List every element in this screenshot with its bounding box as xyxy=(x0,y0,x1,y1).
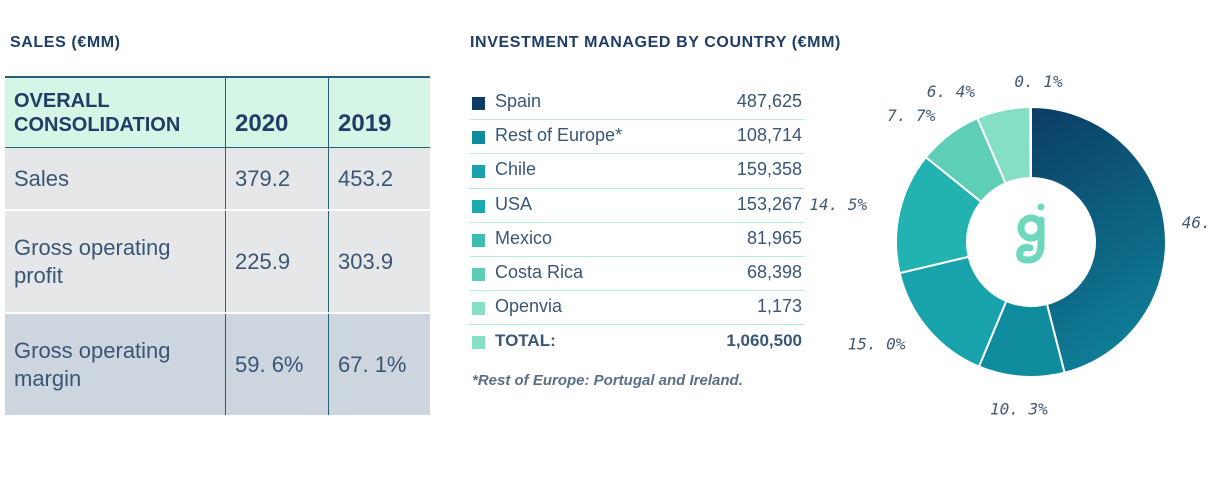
slice-label: 10. 3% xyxy=(990,400,1048,419)
logo-dot xyxy=(1037,203,1045,211)
slice-label: 14. 5% xyxy=(809,195,867,214)
slice-label: 15. 0% xyxy=(848,334,906,353)
donut-chart: 46. 0% 10. 3% 15. 0% 14. 5% 7. 7% 6. 4% 0. 1% xyxy=(809,72,1216,418)
donut-labels: 46. 0% 10. 3% 15. 0% 14. 5% 7. 7% 6. 4% 0. 1% xyxy=(809,72,1216,418)
legend-swatch xyxy=(472,302,485,316)
legend-item: Openvia 1,173 xyxy=(469,291,805,326)
value-2019: 453.2 xyxy=(328,148,430,209)
legend-country: Chile xyxy=(495,159,537,180)
sales-title: SALES (€MM) xyxy=(10,34,121,51)
header-year-2020: 2020 xyxy=(225,78,328,147)
value-2019: 67. 1% xyxy=(328,314,430,415)
legend-value: 81,965 xyxy=(746,227,802,248)
legend-swatch xyxy=(472,165,485,179)
slice-label: 6. 4% xyxy=(927,82,976,101)
table-row: Sales 379.2 453.2 xyxy=(5,148,430,211)
value-2020: 225.9 xyxy=(225,211,328,312)
legend-country: Rest of Europe* xyxy=(495,125,623,146)
legend-value: 1,173 xyxy=(756,296,802,317)
slice-label: 7. 7% xyxy=(887,106,936,125)
row-label: Sales xyxy=(14,165,70,191)
legend-value: 153,267 xyxy=(736,193,802,214)
legend-item: Spain 487,625 xyxy=(469,86,805,121)
table-row: Gross operating margin 59. 6% 67. 1% xyxy=(5,314,430,415)
legend-swatch xyxy=(472,233,485,247)
legend-item: Costa Rica 68,398 xyxy=(469,257,805,292)
header-label: OVERALL CONSOLIDATION xyxy=(14,89,181,136)
legend-country: Openvia xyxy=(495,296,563,317)
value-2019: 303.9 xyxy=(328,211,430,312)
sales-table-header: OVERALL CONSOLIDATION 2020 2019 xyxy=(5,78,430,148)
legend-swatch xyxy=(472,97,485,110)
legend-item: USA 153,267 xyxy=(469,189,805,223)
legend-swatch xyxy=(472,131,485,145)
investment-title: INVESTMENT MANAGED BY COUNTRY (€MM) xyxy=(470,34,841,51)
row-label: Gross operating profit xyxy=(14,234,171,288)
legend-item: Mexico 81,965 xyxy=(469,223,805,257)
legend-value: 68,398 xyxy=(746,261,802,282)
donut-slice xyxy=(1030,105,1167,374)
legend-country: Mexico xyxy=(495,227,553,248)
total-value: 1,060,500 xyxy=(726,331,802,351)
donut-slice xyxy=(1029,105,1032,180)
logo-tail xyxy=(1016,216,1045,264)
header-year-2019: 2019 xyxy=(328,78,430,147)
legend-total: TOTAL: 1,060,500 xyxy=(469,325,805,359)
donut-slices xyxy=(895,105,1167,378)
footnote: *Rest of Europe: Portugal and Ireland. xyxy=(472,372,743,389)
slice-label: 0. 1% xyxy=(1014,72,1063,91)
legend-value: 487,625 xyxy=(736,91,802,111)
legend-country: USA xyxy=(495,193,533,214)
legend-value: 159,358 xyxy=(736,159,802,180)
sales-table: OVERALL CONSOLIDATION 2020 2019 Sales 37… xyxy=(5,76,430,415)
legend-item: Chile 159,358 xyxy=(469,154,805,189)
investment-legend: Spain 487,625 Rest of Europe* 108,714 Ch… xyxy=(469,86,805,360)
legend-country: Spain xyxy=(495,91,542,111)
center-logo-icon xyxy=(1016,203,1045,264)
legend-value: 108,714 xyxy=(736,125,802,146)
total-label: TOTAL: xyxy=(495,331,556,351)
legend-country: Costa Rica xyxy=(495,261,584,282)
slice-label: 46. 0% xyxy=(1182,213,1216,232)
table-row: Gross operating profit 225.9 303.9 xyxy=(5,211,430,314)
legend-swatch xyxy=(472,267,485,281)
value-2020: 379.2 xyxy=(225,148,328,209)
row-label: Gross operating margin xyxy=(14,337,171,391)
legend-swatch xyxy=(472,199,485,213)
legend-item: Rest of Europe* 108,714 xyxy=(469,120,805,155)
value-2020: 59. 6% xyxy=(225,314,328,415)
legend-swatch xyxy=(472,336,485,350)
